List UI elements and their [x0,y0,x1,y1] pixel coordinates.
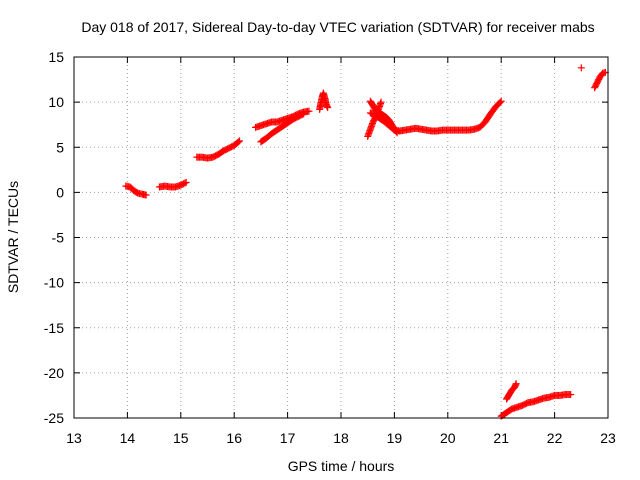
y-tick-label: -25 [44,410,64,426]
y-axis-label: SDTVAR / TECUs [5,181,21,293]
data-point [142,191,150,199]
y-tick-label: -10 [44,275,64,291]
chart-title: Day 018 of 2017, Sidereal Day-to-day VTE… [81,19,594,35]
series-seg-f [316,89,332,113]
x-tick-label: 23 [600,430,616,446]
data-point [234,138,242,146]
y-tick-label: 0 [56,184,64,200]
x-tick-labels: 13 14 15 16 17 18 19 20 21 22 23 [66,430,616,446]
x-tick-label: 22 [547,430,563,446]
x-tick-label: 14 [120,430,136,446]
x-tick-label: 16 [226,430,242,446]
series-seg-l [577,64,585,72]
x-axis-label: GPS time / hours [288,458,395,474]
x-tick-label: 17 [280,430,296,446]
series-seg-d [252,107,313,131]
x-tick-label: 19 [387,430,403,446]
y-tick-label: 15 [48,49,64,65]
data-point [300,110,308,118]
data-point [324,104,332,112]
data-point [181,179,189,187]
data-points [122,64,609,420]
x-tick-label: 18 [333,430,349,446]
plot-frame [73,56,609,419]
series-seg-a [122,182,150,199]
data-point [298,111,306,119]
data-point [305,107,313,115]
series-seg-b [155,178,190,191]
x-tick-label: 21 [493,430,509,446]
x-tick-label: 13 [66,430,82,446]
data-point [496,98,504,106]
series-seg-m [591,68,609,92]
series-seg-j [497,391,575,420]
y-tick-labels: -25 -20 -15 -10 -5 0 5 10 15 [44,49,64,426]
series-seg-i [366,97,505,135]
y-tick-label: 5 [56,139,64,155]
x-tick-label: 15 [173,430,189,446]
data-point [512,380,520,388]
series-seg-k [503,380,520,403]
y-tick-label: -20 [44,365,64,381]
y-tick-label: -15 [44,320,64,336]
series-seg-e [257,110,308,146]
data-point [182,178,190,186]
y-tick-label: -5 [52,230,65,246]
grid-lines [74,57,608,418]
data-point [577,64,585,72]
series-seg-c [193,137,244,162]
data-point [497,97,505,105]
data-point [377,98,385,106]
y-tick-label: 10 [48,94,64,110]
data-point [236,137,244,145]
data-point [567,391,575,399]
x-tick-label: 20 [440,430,456,446]
